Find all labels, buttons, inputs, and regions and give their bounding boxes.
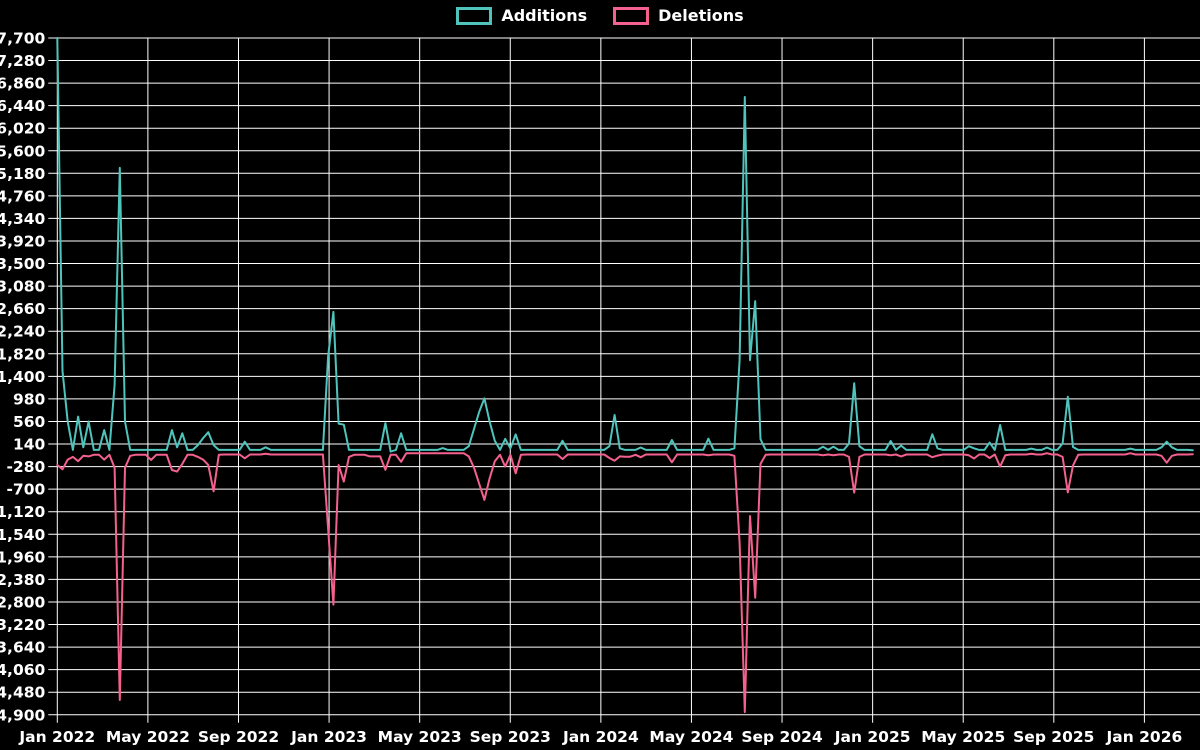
y-axis-tick-label: -280 xyxy=(7,458,46,476)
y-axis-tick-label: 5,600 xyxy=(0,142,46,160)
y-axis-tick-label: -2,800 xyxy=(0,593,46,611)
legend-label-additions: Additions xyxy=(501,6,588,25)
y-axis-tick-label: -4,900 xyxy=(0,706,46,724)
y-axis-tick-label: 980 xyxy=(13,390,46,408)
y-axis-tick-label: 140 xyxy=(13,436,46,454)
y-axis-tick-label: -4,060 xyxy=(0,661,46,679)
y-axis-tick-label: 4,760 xyxy=(0,187,46,205)
x-axis-tick-label: May 2025 xyxy=(921,728,1005,746)
x-axis-tick-label: Sep 2022 xyxy=(198,728,279,746)
y-axis-tick-label: 6,020 xyxy=(0,120,46,138)
x-axis-tick-label: Jan 2023 xyxy=(290,728,367,746)
deletions-line xyxy=(56,452,1194,714)
y-axis-tick-label: 7,280 xyxy=(0,52,46,70)
y-axis-tick-label: 560 xyxy=(13,413,46,431)
y-axis-tick-label: 5,180 xyxy=(0,165,46,183)
y-axis-tick-label: 4,340 xyxy=(0,210,46,228)
y-axis-tick-label: -1,960 xyxy=(0,548,46,566)
deletions-swatch xyxy=(613,6,650,25)
additions-swatch xyxy=(456,6,493,25)
chart-legend: Additions Deletions xyxy=(0,6,1200,25)
legend-item-deletions[interactable]: Deletions xyxy=(613,6,744,25)
x-axis-tick-label: Jan 2022 xyxy=(18,728,95,746)
x-axis-tick-label: May 2024 xyxy=(649,728,733,746)
y-axis-tick-label: 1,820 xyxy=(0,345,46,363)
x-axis-tick-label: May 2023 xyxy=(378,728,462,746)
y-axis-tick-label: -4,480 xyxy=(0,684,46,702)
x-axis-tick-label: Sep 2024 xyxy=(741,728,823,746)
y-axis-tick-label: -1,120 xyxy=(0,503,46,521)
y-axis-tick-label: -2,380 xyxy=(0,571,46,589)
y-axis-tick-label: -3,220 xyxy=(0,616,46,634)
y-axis-tick-label: 6,440 xyxy=(0,97,46,115)
y-axis-tick-label: 3,500 xyxy=(0,255,46,273)
y-axis-tick-label: 6,860 xyxy=(0,75,46,93)
y-axis-tick-label: -3,640 xyxy=(0,639,46,657)
x-axis-tick-label: Jan 2025 xyxy=(834,728,911,746)
x-axis-tick-label: Jan 2024 xyxy=(562,728,639,746)
y-axis-tick-label: 3,080 xyxy=(0,278,46,296)
y-axis-tick-label: 2,240 xyxy=(0,323,46,341)
y-axis-tick-label: 2,660 xyxy=(0,300,46,318)
y-axis-tick-label: -1,540 xyxy=(0,526,46,544)
x-axis-tick-label: May 2022 xyxy=(106,728,190,746)
legend-label-deletions: Deletions xyxy=(658,6,744,25)
x-axis-tick-label: Jan 2026 xyxy=(1105,728,1182,746)
y-axis-tick-label: 1,400 xyxy=(0,368,46,386)
x-axis-tick-label: Sep 2025 xyxy=(1013,728,1094,746)
y-axis-tick-label: 3,920 xyxy=(0,232,46,250)
legend-item-additions[interactable]: Additions xyxy=(456,6,587,25)
y-axis-tick-label: -700 xyxy=(7,481,46,499)
x-axis-tick-label: Sep 2023 xyxy=(470,728,551,746)
additions-line xyxy=(56,36,1194,453)
y-axis-tick-label: 7,700 xyxy=(0,29,46,47)
